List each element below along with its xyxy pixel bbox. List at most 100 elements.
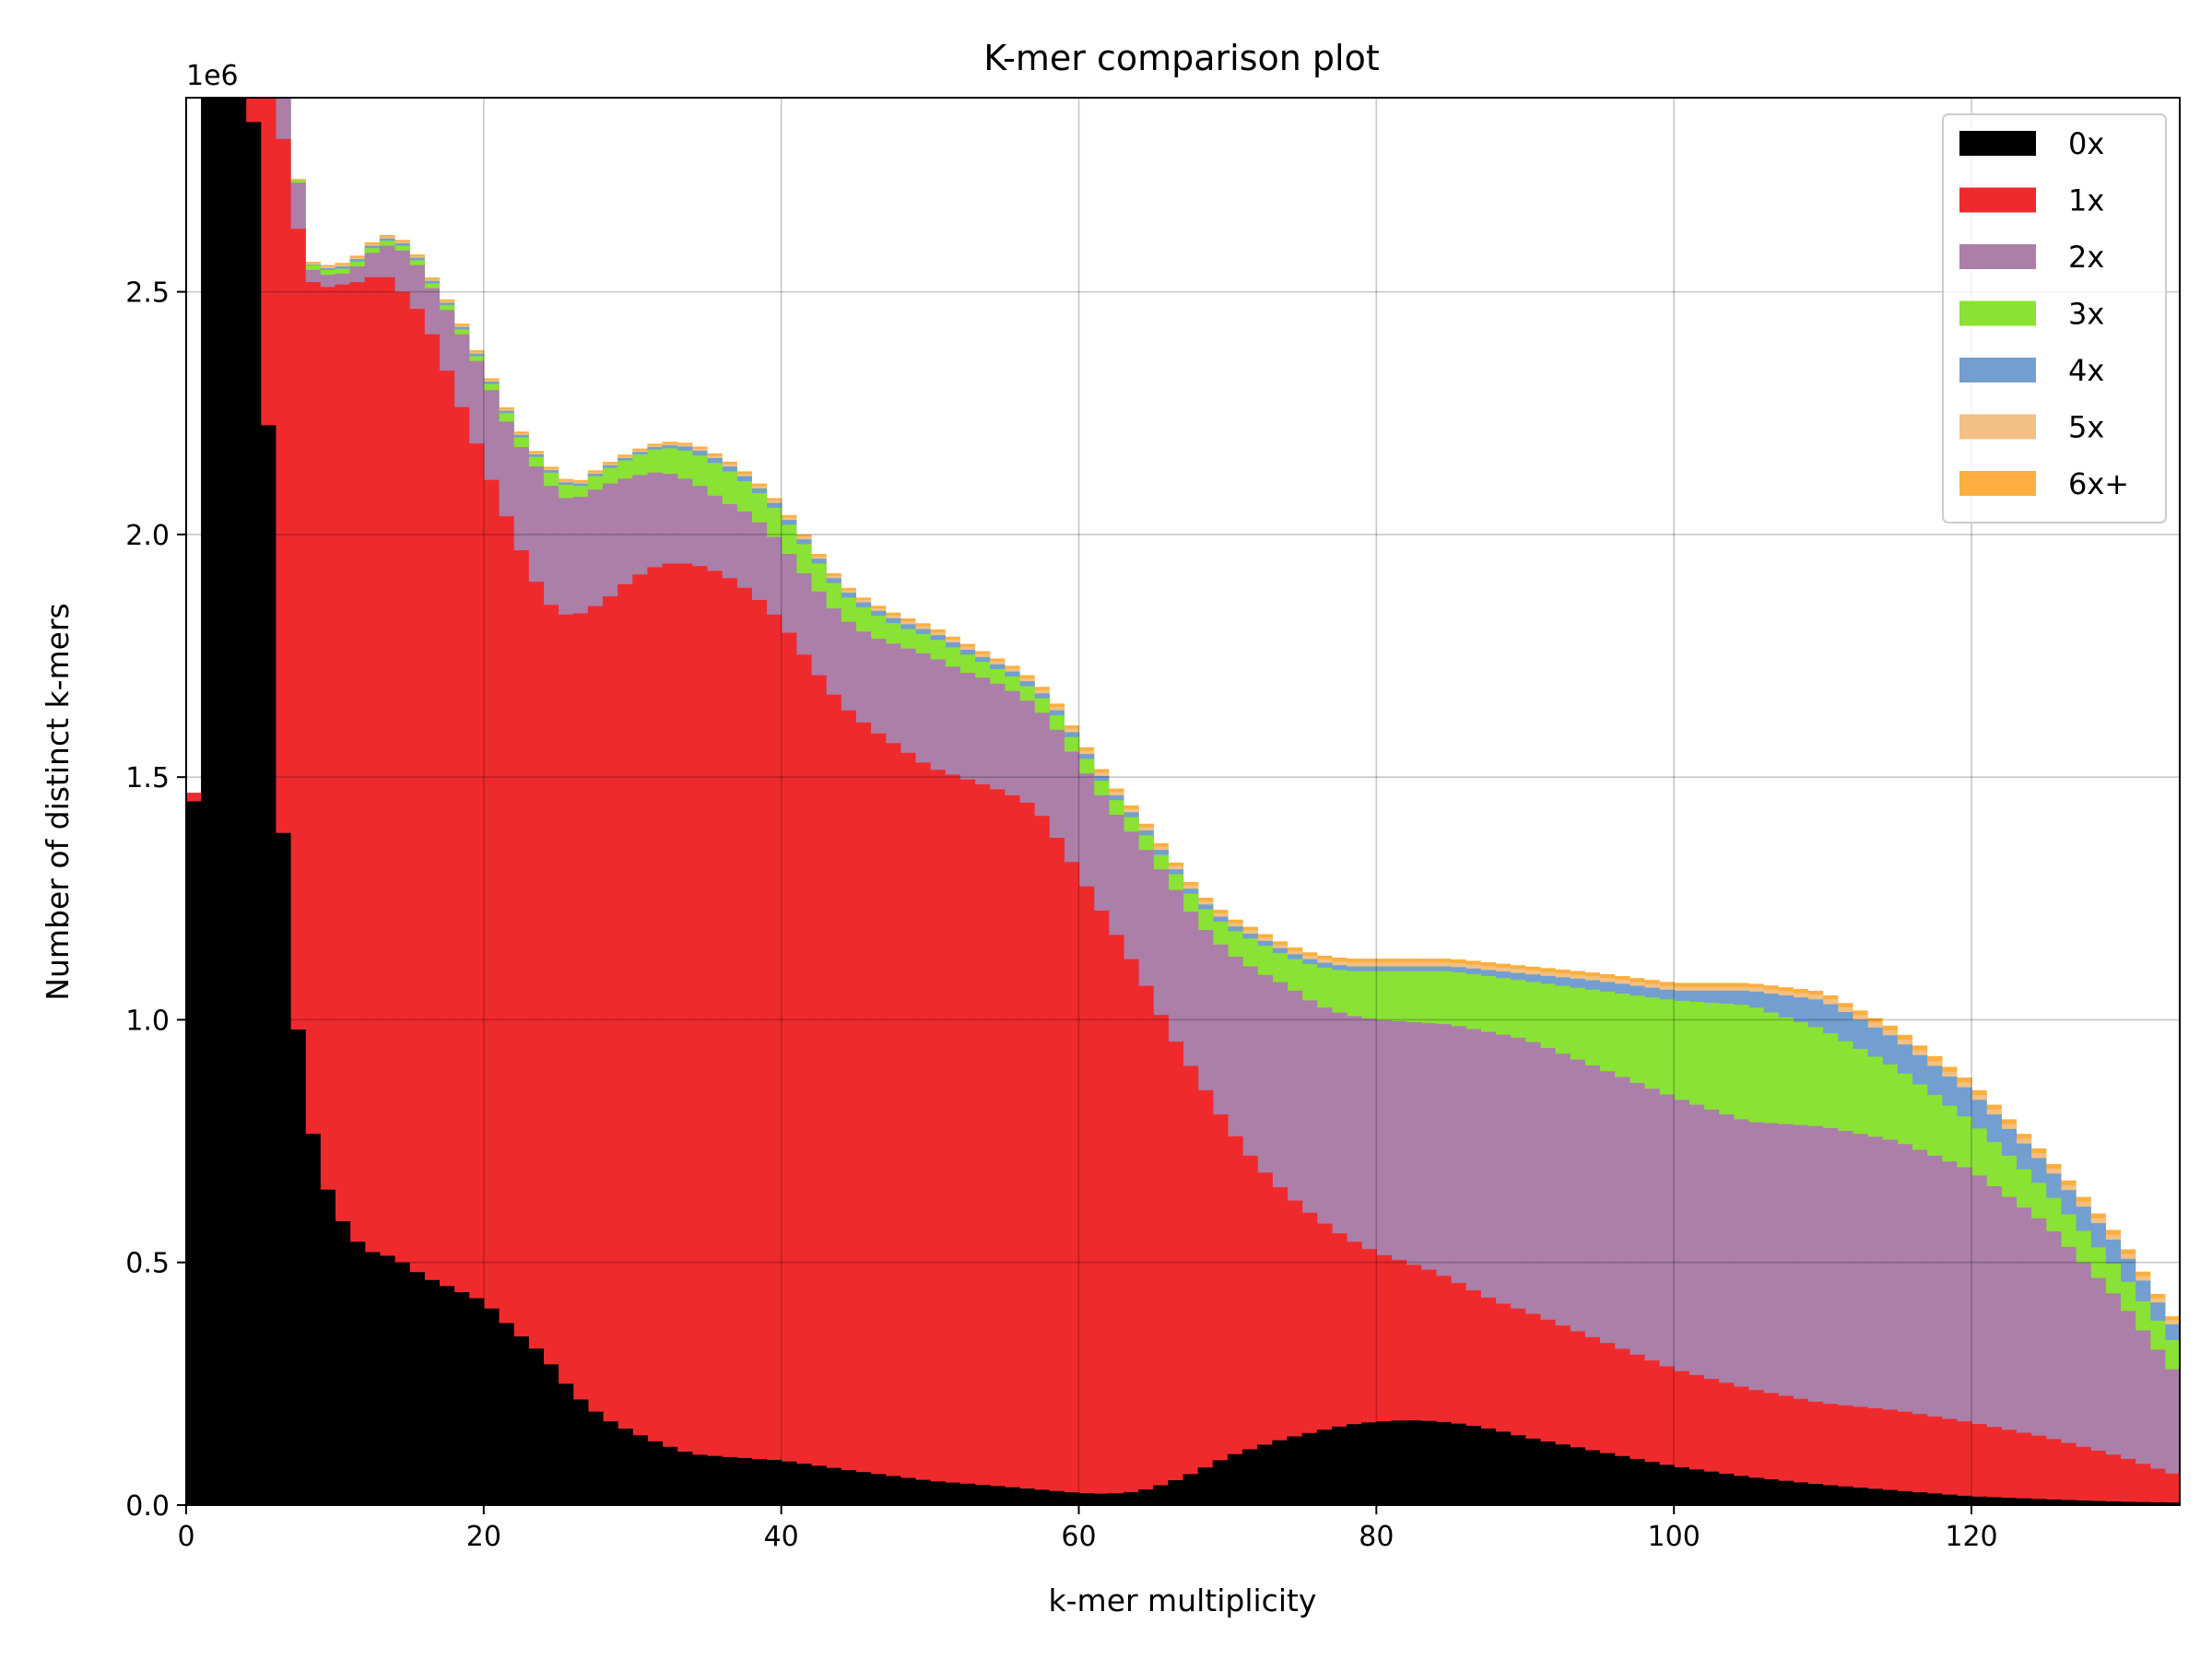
bar (305, 1134, 321, 1505)
bar (1897, 1490, 1913, 1505)
bar (841, 710, 856, 1505)
bar (2030, 1435, 2047, 1505)
bar (974, 784, 991, 1505)
bar (1614, 1455, 1630, 1505)
bar (2090, 1451, 2106, 1505)
bar (1539, 1441, 1556, 1505)
bar (1510, 1435, 1526, 1505)
bar (468, 1298, 485, 1505)
bar (885, 1476, 901, 1505)
chart-title: K-mer comparison plot (983, 38, 1380, 78)
bar (409, 1272, 425, 1505)
bar (498, 516, 514, 1505)
bar (795, 654, 812, 1505)
bar (513, 1336, 529, 1505)
bar (1093, 1493, 1110, 1505)
bar (335, 284, 351, 1506)
bar (1168, 1041, 1184, 1505)
bar (1882, 1409, 1898, 1505)
bar (1018, 1488, 1035, 1505)
bar (618, 583, 633, 1505)
bar (543, 1364, 559, 1505)
bar (1034, 816, 1050, 1505)
bar (1941, 1418, 1958, 1505)
bar (1629, 1458, 1645, 1505)
bar (1376, 1421, 1393, 1505)
bar (1688, 1469, 1705, 1505)
bar (2076, 1262, 2091, 1505)
bar (2090, 1277, 2106, 1505)
bar (2164, 1473, 2181, 1505)
bar (766, 1460, 782, 1505)
bar (602, 1421, 618, 1505)
bar (2149, 1349, 2166, 1505)
bar (2016, 1432, 2032, 1505)
bar (483, 479, 500, 1506)
bar (216, 98, 232, 1505)
bar (1227, 1453, 1243, 1505)
bar (2045, 1499, 2062, 1505)
y-tick-label: 0.5 (125, 1248, 170, 1280)
bar (1986, 1186, 2002, 1505)
bar (930, 1481, 946, 1505)
bar (914, 1479, 931, 1505)
bar (409, 309, 425, 1505)
bar (959, 779, 976, 1505)
bar (1018, 802, 1035, 1505)
bar (706, 1455, 723, 1505)
bar (1867, 1407, 1883, 1505)
bar (1807, 1401, 1824, 1505)
bar (945, 1482, 960, 1505)
bar (1123, 959, 1139, 1505)
bar (364, 1252, 381, 1505)
bar (1852, 1488, 1868, 1505)
bar (722, 1456, 737, 1505)
bar (1257, 1172, 1273, 1505)
bar (513, 550, 529, 1505)
bar (1465, 1426, 1481, 1505)
y-axis-offset-label: 1e6 (186, 60, 239, 92)
bar (2016, 1498, 2032, 1505)
bar (320, 1189, 336, 1505)
bar (1703, 1471, 1720, 1505)
bar (691, 566, 708, 1505)
bar (1123, 1491, 1139, 1505)
legend-item: 6x+ (1959, 466, 2129, 501)
legend-swatch (1959, 471, 2036, 496)
bar (855, 722, 872, 1505)
bar (810, 1465, 827, 1505)
bar (364, 276, 381, 1505)
bar (2060, 1500, 2077, 1505)
bar (1153, 1015, 1169, 1505)
stacked-histogram-bars (186, 98, 2181, 1506)
bar (1287, 1200, 1303, 1505)
y-tick-label: 2.5 (125, 277, 170, 310)
bar (1153, 1485, 1169, 1505)
bar (1272, 1187, 1288, 1505)
bar (1301, 1432, 1318, 1505)
bar (751, 599, 768, 1505)
bar (1926, 1416, 1943, 1505)
bar (587, 1411, 604, 1505)
bar (1272, 1440, 1288, 1505)
x-tick-label: 40 (764, 1521, 799, 1553)
bar (1108, 1493, 1124, 1505)
bar (1451, 1423, 1466, 1505)
bar (1004, 1487, 1020, 1505)
bar (1926, 1493, 1943, 1505)
bar (1971, 1496, 1987, 1505)
bar (260, 425, 276, 1505)
bar (230, 98, 247, 1505)
bar (1361, 1422, 1377, 1505)
x-tick-label: 0 (177, 1521, 194, 1553)
bar (1078, 886, 1095, 1505)
bar (1674, 1467, 1689, 1505)
bar (945, 774, 960, 1505)
bar (1971, 1175, 1987, 1505)
x-tick-label: 120 (1945, 1521, 1997, 1553)
bar (974, 1485, 991, 1505)
legend-item: 5x (1959, 410, 2104, 445)
bar (1643, 1462, 1660, 1505)
bar (870, 1474, 887, 1505)
bar (1064, 1492, 1080, 1505)
